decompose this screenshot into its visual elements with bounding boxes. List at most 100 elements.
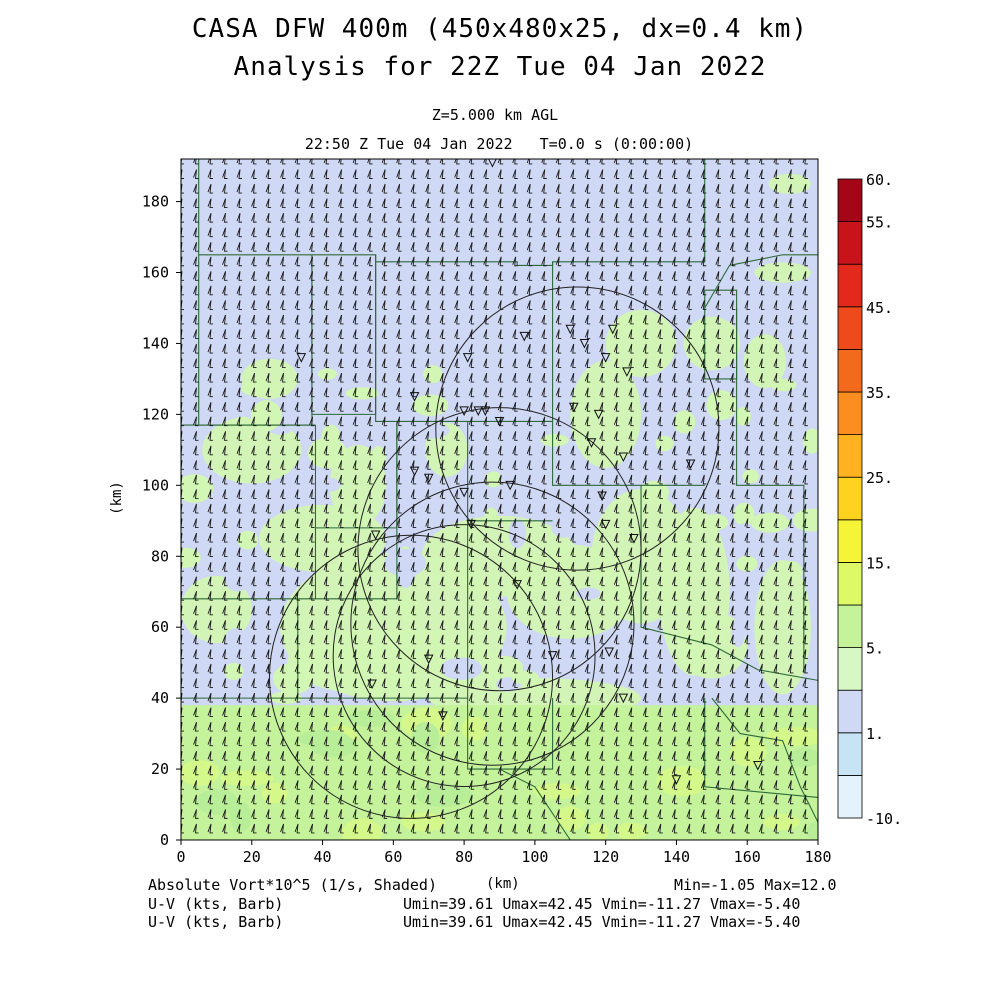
wind-barb <box>280 532 286 543</box>
wind-barb <box>207 416 214 427</box>
wind-barb <box>584 372 591 383</box>
wind-barb <box>729 285 736 296</box>
wind-barb <box>236 678 243 688</box>
wind-barb <box>381 765 388 776</box>
wind-barb <box>671 780 678 790</box>
wind-barb <box>715 314 721 325</box>
wind-barb <box>628 343 634 354</box>
wind-barb <box>439 300 446 310</box>
wind-barb <box>483 372 489 383</box>
wind-barb <box>497 212 504 223</box>
wind-barb <box>323 591 330 601</box>
wind-barb <box>729 576 736 587</box>
wind-barb <box>758 227 765 238</box>
wind-barb <box>468 663 475 674</box>
wind-barb <box>686 780 692 790</box>
wind-barb <box>599 474 605 485</box>
wind-barb <box>570 707 576 718</box>
wind-barb <box>294 765 301 776</box>
vorticity-patch <box>683 316 741 371</box>
wind-barb <box>802 314 808 325</box>
wind-barb <box>294 634 301 645</box>
wind-barb <box>181 159 184 165</box>
wind-barb <box>323 212 330 223</box>
wind-barb <box>642 343 649 354</box>
wind-barb <box>381 198 388 209</box>
vorticity-speckle <box>735 407 751 426</box>
colorbar-bin <box>837 476 863 521</box>
wind-barb <box>744 751 750 761</box>
vorticity-speckle <box>272 662 314 695</box>
wind-barb <box>439 474 446 485</box>
wind-barb <box>367 387 373 398</box>
wind-barb <box>541 780 547 790</box>
wind-barb <box>367 271 373 281</box>
wind-barb <box>338 547 344 558</box>
wind-barb <box>222 227 228 238</box>
wind-barb <box>758 721 765 732</box>
y-tick-label: 140 <box>142 334 169 352</box>
wind-barb <box>454 765 460 776</box>
wind-barb <box>657 285 663 296</box>
wind-barb <box>193 212 199 223</box>
wind-barb <box>222 460 228 470</box>
wind-barb <box>715 474 721 485</box>
y-tick-label: 40 <box>151 689 169 707</box>
wind-barb <box>642 227 649 238</box>
wind-barb <box>454 692 460 703</box>
wind-barb <box>700 707 707 718</box>
wind-barb <box>497 198 504 209</box>
wind-barb <box>294 663 301 674</box>
wind-barb <box>251 620 257 630</box>
wind-barb <box>758 765 765 776</box>
wind-barb <box>280 314 286 325</box>
wind-barb <box>802 780 808 790</box>
wind-barb <box>526 474 533 485</box>
wind-barb <box>468 271 475 281</box>
wind-barb <box>541 503 547 514</box>
wind-barb <box>483 445 489 456</box>
colorbar-bin <box>837 775 863 819</box>
wind-barb <box>323 242 330 252</box>
wind-barb <box>642 271 649 281</box>
wind-barb <box>642 314 649 325</box>
wind-barb <box>338 751 344 761</box>
wind-barb <box>265 809 272 819</box>
wind-barb <box>555 474 562 485</box>
wind-barb <box>410 780 417 790</box>
wind-barb <box>744 169 750 179</box>
wind-barb <box>207 183 214 194</box>
wind-barb <box>396 372 402 383</box>
vorticity-speckle <box>551 515 576 538</box>
wind-barb <box>207 227 214 238</box>
wind-barb <box>744 692 750 703</box>
wind-barb <box>265 343 272 354</box>
range-ring <box>357 407 642 692</box>
wind-barb <box>251 605 257 616</box>
wind-barb <box>425 445 431 456</box>
wind-barb <box>251 794 257 805</box>
wind-barb <box>425 198 431 209</box>
vorticity-speckle <box>181 760 220 786</box>
wind-barb <box>497 256 504 267</box>
wind-barb <box>541 576 547 587</box>
wind-barb <box>207 300 214 310</box>
wind-barb <box>193 183 199 194</box>
wind-barb <box>787 358 794 369</box>
wind-barb <box>454 285 460 296</box>
wind-barb <box>512 256 518 267</box>
wind-barb <box>207 765 214 776</box>
wind-barb <box>599 358 605 369</box>
wind-barb <box>439 159 446 165</box>
wind-barb <box>193 780 199 790</box>
wind-barb <box>526 445 533 456</box>
wind-barb <box>207 343 214 354</box>
wind-barb <box>323 358 330 369</box>
wind-barb <box>483 692 489 703</box>
wind-barb <box>628 809 634 819</box>
wind-barb <box>497 591 504 601</box>
wind-barb <box>744 416 750 427</box>
wind-barb <box>425 460 431 470</box>
wind-barb <box>265 620 272 630</box>
wind-barb <box>599 649 605 659</box>
